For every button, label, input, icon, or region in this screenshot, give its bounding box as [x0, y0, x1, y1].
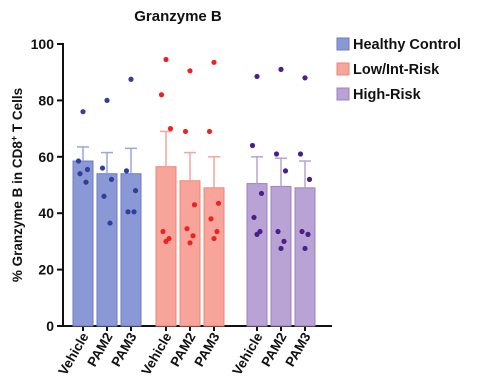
y-axis-label: % Granzyme B in CD8+ T Cells: [9, 88, 25, 282]
bar: [270, 185, 292, 327]
data-point: [278, 245, 284, 252]
y-axis-label-end: T Cells: [10, 88, 25, 136]
bar: [179, 180, 201, 327]
data-point: [206, 128, 213, 135]
x-tick-label: Vehicle: [138, 330, 175, 378]
bar: [96, 173, 118, 327]
x-tick-label: Vehicle: [55, 330, 92, 378]
legend-swatch: [336, 62, 350, 76]
data-point: [132, 188, 139, 194]
y-tick-label: 40: [38, 205, 54, 221]
data-point: [187, 240, 193, 246]
legend-swatch: [336, 37, 350, 51]
data-point: [108, 176, 115, 182]
bar: [72, 160, 94, 327]
x-tick-label: PAM3: [191, 330, 222, 370]
data-point: [302, 245, 308, 252]
data-point: [167, 126, 174, 132]
data-point: [297, 151, 304, 157]
data-point: [273, 151, 280, 157]
data-point: [182, 128, 189, 135]
data-point: [302, 75, 308, 81]
data-point: [305, 231, 311, 237]
data-point: [160, 228, 166, 235]
data-point: [84, 166, 91, 173]
data-point: [278, 66, 284, 72]
data-point: [77, 171, 83, 177]
data-point: [125, 209, 131, 215]
x-tick-label: Vehicle: [229, 330, 266, 378]
data-point: [101, 193, 107, 199]
data-point: [104, 97, 110, 103]
data-point: [258, 190, 265, 197]
data-point: [128, 76, 134, 82]
data-point: [190, 233, 196, 239]
data-point: [254, 73, 260, 80]
y-axis-label-main: % Granzyme B in CD8: [10, 141, 25, 283]
data-point: [163, 56, 169, 63]
data-point: [275, 228, 281, 235]
data-point: [211, 59, 217, 65]
data-point: [184, 226, 190, 232]
x-tick-label: PAM3: [282, 330, 313, 370]
bar: [203, 187, 225, 327]
x-tick-label: PAM3: [108, 330, 139, 370]
legend-swatch: [336, 87, 350, 101]
y-tick-label: 0: [46, 318, 54, 334]
data-point: [281, 238, 287, 244]
y-tick-label: 20: [38, 262, 54, 278]
data-point: [131, 209, 137, 215]
data-point: [80, 109, 86, 115]
data-point: [254, 231, 260, 237]
y-axis-label-superscript: +: [9, 136, 19, 141]
data-point: [299, 228, 305, 235]
data-point: [107, 220, 113, 226]
bar: [120, 173, 142, 327]
data-point: [215, 200, 222, 206]
data-point: [249, 142, 256, 149]
data-point: [251, 214, 257, 221]
legend-label: Healthy Control: [353, 37, 461, 53]
data-point: [99, 165, 106, 171]
y-tick-label: 80: [38, 92, 54, 108]
bar: [155, 166, 177, 327]
data-point: [191, 202, 198, 208]
y-tick-label: 100: [31, 36, 55, 52]
data-point: [282, 168, 289, 174]
data-point: [208, 216, 214, 222]
bar: [294, 187, 316, 327]
bar: [246, 183, 268, 327]
data-point: [75, 158, 82, 164]
data-point: [83, 179, 89, 185]
data-point: [187, 68, 193, 74]
data-point: [306, 176, 313, 182]
data-point: [123, 168, 130, 174]
legend-label: Low/Int-Risk: [353, 62, 440, 78]
data-point: [163, 238, 169, 244]
data-point: [214, 228, 220, 235]
data-point: [158, 92, 165, 98]
legend-label: High-Risk: [353, 87, 422, 103]
y-tick-label: 60: [38, 149, 54, 165]
chart-title: Granzyme B: [134, 8, 222, 25]
data-point: [211, 235, 217, 242]
